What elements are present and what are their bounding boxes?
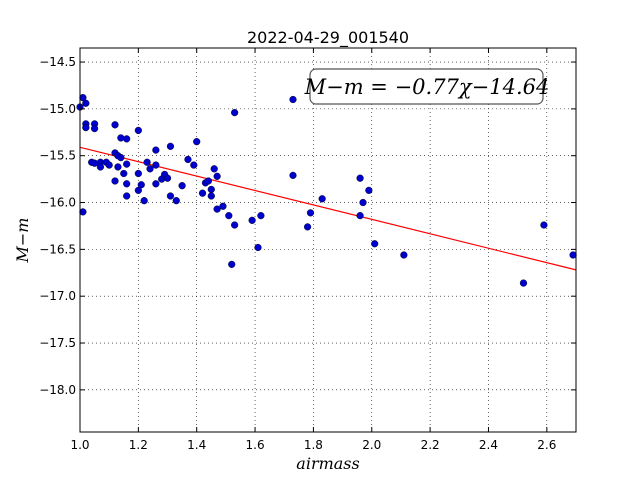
data-point <box>82 124 90 132</box>
data-point <box>306 209 315 217</box>
data-point <box>231 109 239 117</box>
data-point <box>204 177 212 185</box>
y-tick-label: −15.5 <box>39 149 76 163</box>
data-point <box>111 121 119 129</box>
data-point <box>359 198 367 207</box>
y-tick-label: −14.5 <box>39 55 76 69</box>
data-point <box>254 243 262 252</box>
data-point <box>213 172 221 180</box>
x-tick-label: 1.6 <box>246 438 265 452</box>
data-point <box>82 99 90 107</box>
data-point <box>371 240 379 248</box>
data-point <box>228 260 236 268</box>
x-tick-label: 2.0 <box>362 438 381 452</box>
fit-line <box>79 146 577 271</box>
data-point <box>289 95 297 104</box>
data-point <box>137 181 145 189</box>
data-point <box>123 192 131 200</box>
data-point <box>166 192 175 200</box>
data-point <box>146 165 154 173</box>
data-point <box>123 160 131 168</box>
y-tick-label: −16.0 <box>39 196 76 210</box>
data-point <box>225 212 233 220</box>
data-point <box>207 192 215 200</box>
data-point <box>207 185 215 194</box>
data-point <box>231 221 239 229</box>
x-tick-label: 1.4 <box>187 438 206 452</box>
data-point <box>318 195 326 203</box>
data-point <box>134 126 142 135</box>
data-point <box>356 212 364 220</box>
data-point <box>105 161 113 169</box>
data-point <box>213 205 221 213</box>
y-axis-ticks: −14.5 −15.0 −15.5 −16.0 −16.5 −17.0 −17.5 −18.0 <box>39 55 576 397</box>
data-point <box>143 158 151 166</box>
annotation-box <box>309 68 544 105</box>
data-point <box>152 180 160 188</box>
data-point <box>120 169 128 178</box>
data-point <box>193 138 201 146</box>
data-point <box>184 155 192 164</box>
data-point <box>365 186 373 194</box>
data-point <box>190 161 198 169</box>
data-point <box>79 208 87 216</box>
data-point <box>163 174 172 182</box>
data-point <box>257 212 265 220</box>
data-point <box>519 279 528 287</box>
chart-title: 2022-04-29_001540 <box>247 28 409 48</box>
data-point <box>134 169 142 178</box>
data-point <box>90 124 99 133</box>
x-tick-label: 1.8 <box>304 438 323 452</box>
data-point <box>198 189 207 197</box>
data-point <box>152 161 160 169</box>
data-point <box>289 171 297 179</box>
x-axis-label: airmass <box>296 454 359 473</box>
data-point <box>569 251 577 259</box>
x-tick-label: 1.0 <box>70 438 89 452</box>
y-tick-label: −18.0 <box>39 383 76 397</box>
y-tick-label: −16.5 <box>39 242 76 256</box>
data-point <box>356 174 364 182</box>
x-axis-ticks: 1.0 1.2 1.4 1.6 1.8 2.0 2.2 2.4 2.6 <box>70 48 556 452</box>
annotation-text: M−m = −0.77χ−14.64 <box>304 75 550 99</box>
fit-line-group <box>79 146 577 271</box>
data-point <box>166 142 175 150</box>
data-point <box>248 216 256 224</box>
data-point <box>123 180 131 188</box>
y-tick-label: −15.0 <box>39 102 76 116</box>
y-tick-label: −17.5 <box>39 336 76 350</box>
data-point <box>134 186 142 194</box>
plot-frame <box>79 47 577 433</box>
x-tick-label: 2.4 <box>479 438 498 452</box>
data-points <box>76 94 577 287</box>
grid <box>79 48 576 432</box>
data-point <box>140 197 148 205</box>
x-tick-label: 1.2 <box>129 438 148 452</box>
y-tick-label: −17.0 <box>39 289 76 303</box>
x-tick-label: 2.6 <box>537 438 556 452</box>
y-axis-label: M−m <box>13 218 32 264</box>
equation-annotation: M−m = −0.77χ−14.64 <box>304 68 550 105</box>
data-point <box>178 182 186 190</box>
data-point <box>172 197 180 205</box>
data-point <box>219 202 227 210</box>
data-point <box>210 165 218 173</box>
data-point <box>303 223 312 231</box>
data-point <box>152 146 160 154</box>
data-point <box>96 163 105 171</box>
data-point <box>540 221 548 229</box>
data-point <box>400 251 408 259</box>
data-point <box>123 135 131 143</box>
data-point <box>111 177 119 185</box>
data-point <box>114 163 122 171</box>
data-point <box>117 153 125 162</box>
x-tick-label: 2.2 <box>421 438 440 452</box>
